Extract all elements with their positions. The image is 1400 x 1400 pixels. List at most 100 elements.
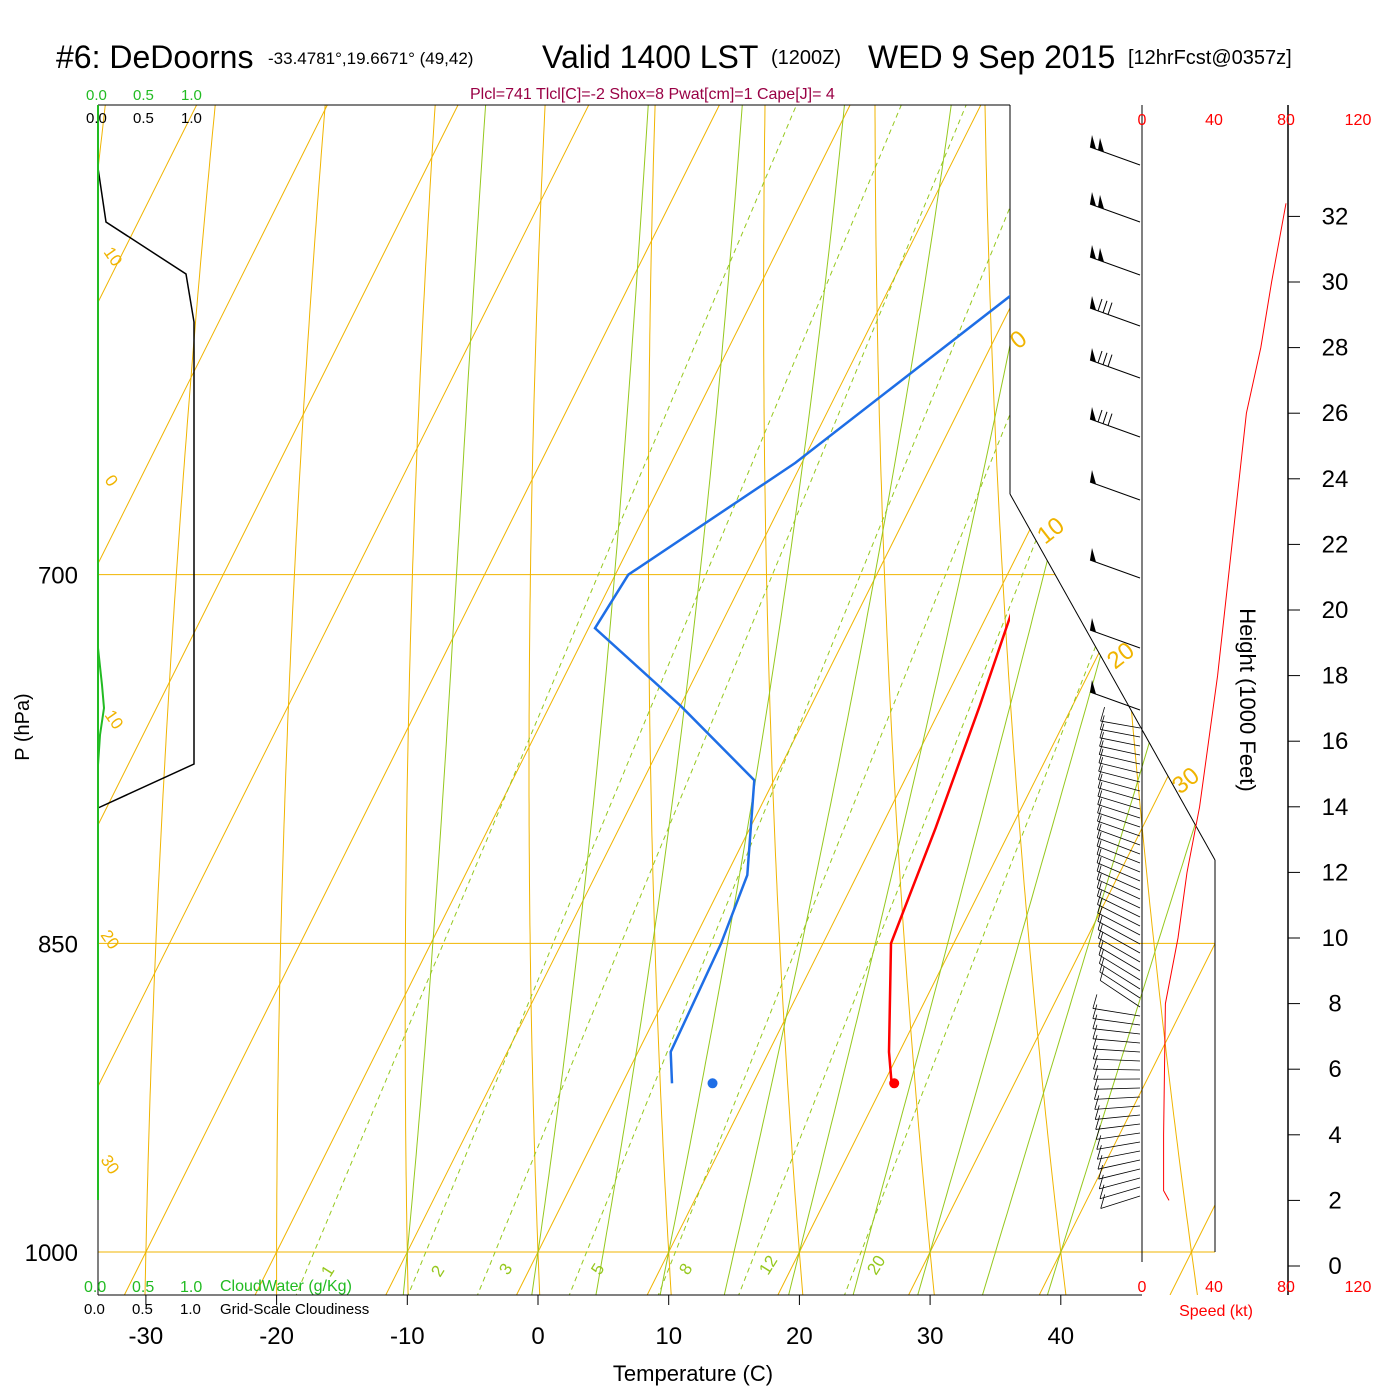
speed-tick-label: 0: [1138, 1279, 1147, 1296]
wind-barb: [1097, 798, 1141, 828]
wind-barb: [1096, 1145, 1141, 1160]
wind-barb: [1097, 907, 1141, 945]
barb-shaft: [1097, 829, 1141, 846]
speed-tick-label: 0: [1138, 112, 1147, 129]
barb-feather: [1092, 1044, 1098, 1060]
barb-shaft: [1089, 307, 1141, 327]
barb-feather: [1098, 940, 1104, 956]
isotherm-line: [646, 105, 1215, 1295]
barb-shaft: [1099, 1177, 1141, 1190]
dewpoint-line: [593, 294, 1010, 1084]
cloud-scale-tick: 0.0: [84, 1279, 106, 1296]
wind-barb: [1096, 815, 1141, 846]
barb-shaft: [1097, 812, 1141, 828]
wind-barb: [1099, 723, 1141, 747]
barb-feather: [1100, 1194, 1106, 1209]
wind-barb: [1098, 923, 1141, 963]
wind-barb: [1099, 715, 1141, 738]
barb-feather: [1098, 923, 1103, 939]
wind-speed-line: [1163, 203, 1287, 1201]
dry-adiabat-label: 20: [97, 926, 123, 952]
stability-indices: Plcl=741 Tlcl[C]=-2 Shox=8 Pwat[cm]=1 Ca…: [470, 86, 835, 103]
cloud-scale-tick: 0.5: [132, 1301, 153, 1318]
barb-shaft: [1097, 920, 1141, 945]
wind-barb: [1096, 848, 1141, 882]
cloud-scale-tick: 1.0: [180, 1279, 202, 1296]
wind-barb: [1099, 732, 1141, 756]
barb-feather: [1097, 890, 1102, 905]
height-tick-label: 18: [1322, 663, 1349, 690]
barb-feather: [1102, 300, 1108, 313]
cloudwater-scale-bottom: 0.0 0.5 1.0 CloudWater (g/Kg): [84, 1278, 352, 1296]
wind-barb: [1096, 823, 1141, 855]
barb-feather: [1107, 413, 1113, 426]
barb-shaft: [1089, 691, 1141, 711]
height-tick-label: 16: [1322, 728, 1349, 755]
wind-barb: [1093, 1055, 1141, 1071]
isotherm-line: [254, 105, 851, 1295]
barb-shaft: [1096, 862, 1141, 882]
wind-barb: [1096, 832, 1141, 864]
wind-barb: [1094, 1085, 1141, 1100]
barb-shaft: [1098, 762, 1141, 774]
temperature-tick-label: 40: [1047, 1323, 1074, 1350]
barb-shaft: [1097, 929, 1141, 954]
barb-shaft: [1098, 779, 1141, 792]
barb-feather: [1100, 706, 1105, 722]
cloud-scale-tick: 1.0: [181, 110, 202, 127]
wind-barb: [1097, 782, 1141, 810]
barb-shaft: [1099, 737, 1141, 747]
cloud-scale-tick: 0.5: [133, 87, 154, 104]
barb-feather: [1102, 411, 1108, 424]
dry-adiabat-line: [528, 105, 546, 1295]
isotherm-line: [98, 105, 590, 1295]
barb-feather: [1097, 350, 1103, 364]
barb-feather: [1092, 1014, 1098, 1029]
temperature-tick-label: 20: [786, 1323, 813, 1350]
barb-shaft: [1097, 804, 1141, 819]
isotherm-label: 30: [1167, 762, 1205, 800]
height-tick-label: 12: [1322, 859, 1349, 886]
barb-feather: [1107, 302, 1113, 315]
isotherm-line: [98, 105, 459, 1295]
cloud-scale-tick: 1.0: [180, 1301, 201, 1318]
moist-adiabat-line: [700, 105, 1089, 1295]
barb-shaft: [1094, 1105, 1141, 1110]
mixing-ratio-line: [527, 105, 1215, 1295]
cloud-scale-tick: 0.5: [132, 1279, 154, 1296]
barb-shaft: [1089, 418, 1141, 438]
height-tick-label: 14: [1322, 794, 1349, 821]
moist-adiabat-line: [762, 105, 1215, 1295]
barb-feather: [1094, 1095, 1100, 1110]
barb-pennant: [1090, 192, 1096, 206]
wind-barb: [1100, 1194, 1141, 1209]
barb-shaft: [1097, 904, 1141, 927]
barb-feather: [1096, 815, 1102, 830]
wind-barb: [1097, 790, 1141, 819]
barb-pennant: [1090, 296, 1096, 310]
dry-adiabat-line: [404, 105, 436, 1295]
dry-adiabat-label: 0: [101, 471, 122, 490]
wind-barb: [1089, 245, 1141, 276]
height-tick-label: 0: [1328, 1253, 1341, 1280]
barb-feather: [1095, 1125, 1101, 1140]
dry-adiabat-line: [1204, 105, 1215, 1295]
barb-shaft: [1094, 1096, 1141, 1100]
barb-shaft: [1096, 845, 1141, 864]
barb-feather: [1096, 823, 1102, 838]
wind-barb: [1092, 1014, 1141, 1035]
wind-barb: [1093, 1075, 1141, 1090]
barb-feather: [1096, 1145, 1102, 1160]
mixing-ratio-label: 3: [495, 1260, 516, 1278]
cloudwater-label: CloudWater (g/Kg): [220, 1278, 352, 1295]
moist-adiabat-line: [515, 105, 782, 1295]
isotherm-line: [123, 105, 720, 1295]
wind-barb: [1089, 407, 1141, 438]
barb-pennant: [1090, 680, 1096, 694]
barb-feather: [1092, 1024, 1098, 1039]
pressure-tick-label: 1000: [25, 1240, 78, 1267]
height-tick-label: 30: [1322, 269, 1349, 296]
temperature-tick-label: -30: [129, 1323, 164, 1350]
barb-feather: [1093, 1065, 1099, 1080]
moist-adiabat-line: [638, 105, 967, 1295]
